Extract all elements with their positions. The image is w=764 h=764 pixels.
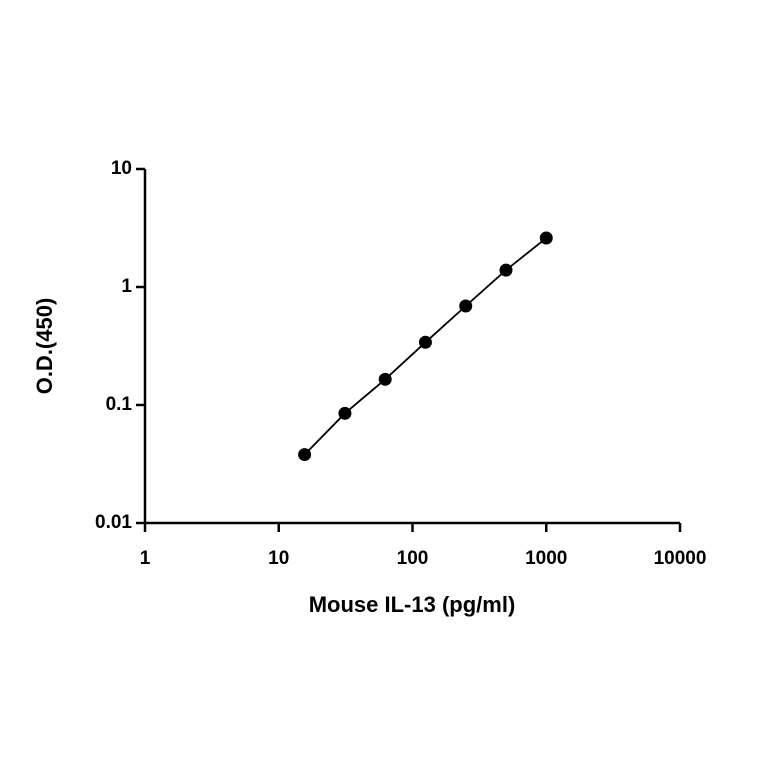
y-tick-label: 1 — [121, 276, 132, 297]
y-axis-label: O.D.(450) — [32, 298, 57, 395]
x-tick-label: 10000 — [654, 548, 707, 569]
x-axis-label: Mouse IL-13 (pg/ml) — [309, 592, 516, 617]
data-point — [298, 448, 312, 462]
data-point — [499, 263, 513, 277]
x-tick-label: 1 — [140, 548, 151, 569]
x-tick-label: 1000 — [525, 548, 567, 569]
y-tick-label: 0.01 — [95, 512, 132, 533]
y-tick-label: 10 — [111, 158, 132, 179]
y-tick-label: 0.1 — [106, 394, 133, 415]
data-point — [539, 231, 553, 245]
x-tick-label: 100 — [397, 548, 429, 569]
data-point — [378, 372, 392, 386]
x-tick-label: 10 — [268, 548, 289, 569]
data-point — [459, 299, 473, 313]
data-point — [338, 406, 352, 420]
data-point — [418, 335, 432, 349]
